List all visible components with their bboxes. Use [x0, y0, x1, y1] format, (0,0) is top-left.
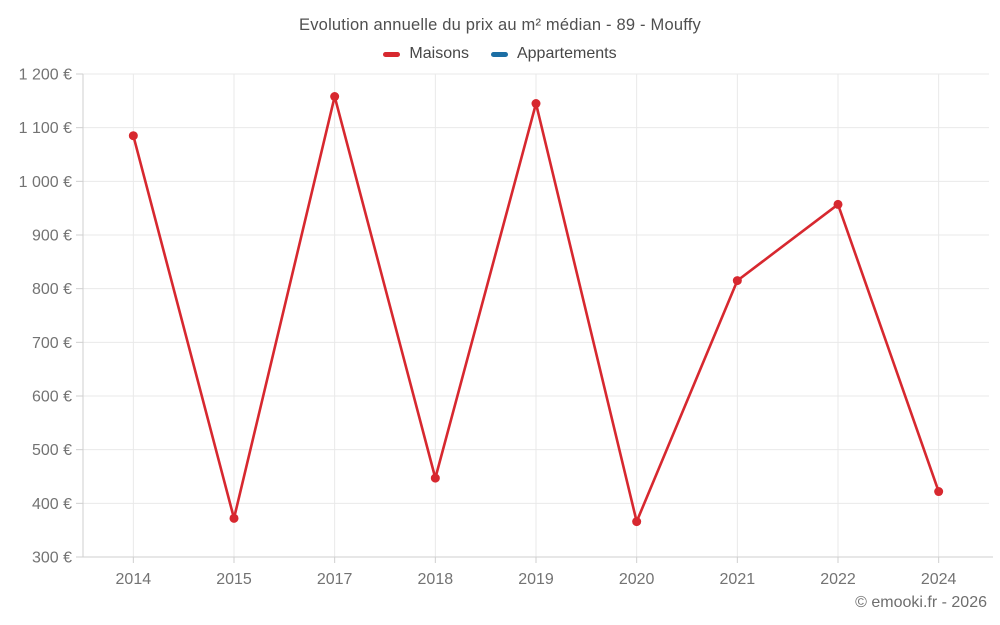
copyright-watermark: © emooki.fr - 2026: [855, 594, 987, 611]
y-axis-label: 700 €: [32, 335, 72, 352]
y-axis-label: 300 €: [32, 550, 72, 567]
y-axis-label: 900 €: [32, 228, 72, 245]
chart-title: Evolution annuelle du prix au m² médian …: [299, 16, 701, 34]
y-axis-label: 1 100 €: [19, 120, 72, 137]
x-axis-label: 2018: [418, 571, 454, 588]
y-axis-label: 400 €: [32, 496, 72, 513]
maisons-data-point-2021[interactable]: [732, 276, 742, 286]
chart-legend: Maisons Appartements: [0, 45, 1000, 63]
maisons-data-point-2022[interactable]: [833, 199, 843, 209]
legend-label-appartements: Appartements: [516, 45, 617, 62]
x-axis-label: 2021: [720, 571, 756, 588]
maisons-series-swatch-icon: [383, 51, 401, 57]
appartements-series-swatch-icon: [490, 51, 508, 57]
maisons-data-point-2018[interactable]: [430, 473, 440, 483]
x-axis-label: 2019: [518, 571, 554, 588]
y-axis-label: 1 000 €: [19, 174, 72, 191]
x-axis-label: 2022: [820, 571, 856, 588]
maisons-data-point-2017[interactable]: [330, 92, 340, 102]
legend-item-appartements[interactable]: Appartements: [490, 45, 617, 63]
maisons-data-point-2019[interactable]: [531, 99, 541, 109]
y-axis-label: 500 €: [32, 442, 72, 459]
x-axis-label: 2014: [116, 571, 152, 588]
x-axis-label: 2020: [619, 571, 655, 588]
y-axis-label: 1 200 €: [19, 67, 72, 84]
x-axis-label: 2017: [317, 571, 353, 588]
maisons-data-point-2024[interactable]: [934, 487, 944, 497]
legend-item-maisons[interactable]: Maisons: [383, 45, 469, 63]
x-axis-label: 2024: [921, 571, 957, 588]
y-axis-label: 600 €: [32, 389, 72, 406]
x-axis-label: 2015: [216, 571, 252, 588]
legend-label-maisons: Maisons: [409, 45, 469, 62]
maisons-data-point-2015[interactable]: [229, 513, 239, 523]
maisons-data-point-2014[interactable]: [128, 131, 138, 141]
maisons-data-point-2020[interactable]: [632, 517, 642, 527]
y-axis-label: 800 €: [32, 281, 72, 298]
